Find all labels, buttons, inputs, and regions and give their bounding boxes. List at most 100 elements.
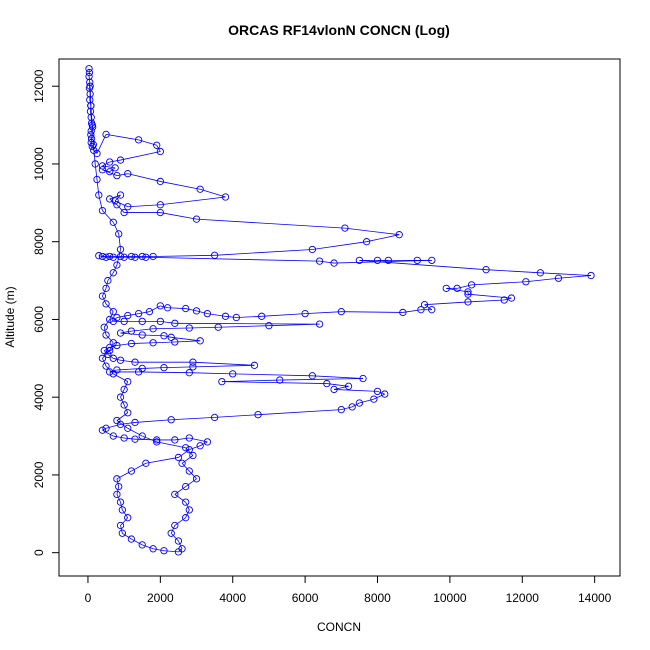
data-point [258,312,266,320]
series-segment [181,462,190,472]
y-axis: 0 2000 4000 6000 8000 10000 12000 [32,69,60,556]
series-segment [116,343,132,346]
data-point [102,424,110,432]
data-point [185,446,193,454]
data-point [109,354,117,362]
x-axis: 0 2000 4000 6000 8000 10000 12000 14000 [85,575,612,605]
series-segment [160,181,201,190]
data-point [221,312,230,320]
series-segment [174,340,201,343]
series-segment [181,455,194,464]
series-segment [160,212,197,220]
series-segment [94,163,98,180]
data-point [196,185,204,193]
series-segment [103,350,109,355]
series-segment [120,525,123,534]
data-point [587,271,595,280]
series-segment [540,272,592,276]
series-segment [105,303,114,312]
data-point [120,401,128,409]
data-point [554,274,563,282]
series-segment [178,540,183,549]
series-segment [185,509,190,518]
data-point [113,416,121,425]
data-point [109,370,117,378]
data-point [131,253,139,261]
series-segment [103,327,107,336]
data-point [203,438,212,446]
data-point [344,382,353,390]
data-point [102,331,110,339]
data-point [156,147,164,156]
data-point [100,323,108,331]
data-point [106,315,114,324]
data-point [174,537,183,545]
data-point [109,218,117,226]
data-point [86,82,94,90]
series-segment [214,414,259,418]
data-point [115,230,123,238]
data-point [395,231,403,239]
series-segment [112,222,120,235]
data-point [185,467,193,475]
series-segment [120,330,132,334]
data-point [87,138,95,147]
series-segment [116,470,132,480]
data-point [160,363,168,372]
data-point [171,490,179,499]
series-segment [351,402,360,408]
series-segment [344,227,400,236]
data-point [98,292,107,300]
y-axis-label: Altitude (m) [3,286,17,347]
data-point [93,149,101,158]
series-lines [88,68,592,553]
data-point [442,284,450,292]
x-tick-label: 8000 [364,591,391,605]
series-segment [221,379,280,383]
data-point [104,350,112,359]
data-point [149,325,157,333]
data-point [428,306,436,314]
series-segment [127,204,161,208]
data-point [138,317,146,326]
data-point [102,284,110,292]
data-point [127,535,136,543]
data-point [95,191,103,199]
data-point [116,498,125,506]
data-point [116,420,125,429]
data-point [182,482,190,491]
data-point [381,390,389,398]
data-point [116,156,125,164]
data-point [120,253,128,261]
data-point [337,308,345,316]
series-segment [116,249,121,266]
series-segment [424,301,469,306]
x-tick-label: 10000 [433,591,467,605]
series-segment [189,470,197,480]
series-segment [236,315,262,318]
series-segment [122,532,132,540]
data-point [106,343,114,352]
series-segment [174,494,186,503]
data-point [118,529,126,537]
data-point [373,256,382,265]
series-segment [319,260,335,264]
data-point [250,361,259,369]
data-point [153,436,161,444]
data-point [113,341,121,350]
series-segment [153,254,215,257]
data-point [98,166,107,174]
data-point [106,168,114,176]
data-point [120,317,128,326]
data-point [106,346,114,355]
x-axis-label: CONCN [317,620,361,634]
series-segment [134,419,172,423]
data-point [113,313,121,322]
series-segment [113,435,125,439]
series-segment [171,336,201,342]
series-segment [120,151,161,161]
x-tick-label: 14000 [578,591,612,605]
series-segment [116,412,129,421]
series-segment [127,313,139,316]
series-segment [107,272,114,281]
